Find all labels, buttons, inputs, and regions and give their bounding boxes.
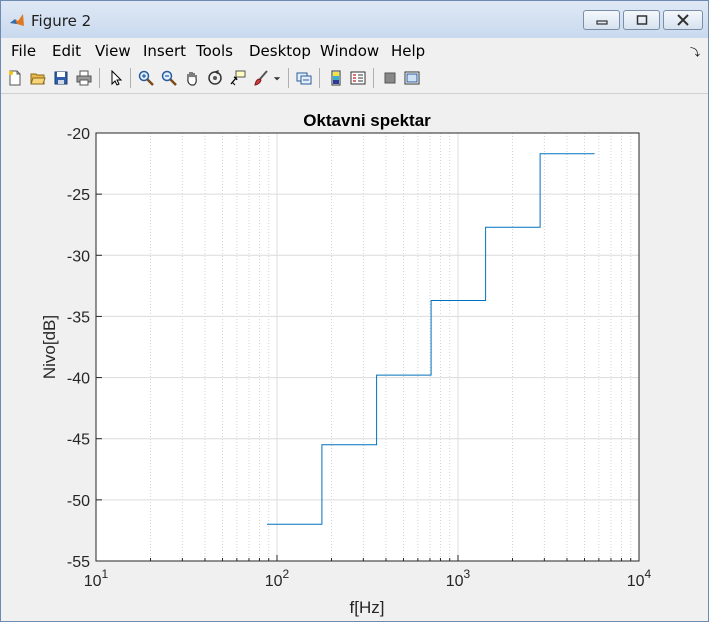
colorbar-icon[interactable] <box>327 69 345 87</box>
new-file-icon[interactable] <box>6 69 24 87</box>
menu-help[interactable]: Help <box>391 42 426 60</box>
zoom-out-icon[interactable] <box>160 69 178 87</box>
menu-file[interactable]: File <box>11 42 37 60</box>
y-tick-label: -40 <box>67 371 90 388</box>
window-title: Figure 2 <box>31 12 92 30</box>
matlab-icon <box>10 14 24 26</box>
hide-plot-tools-icon[interactable] <box>381 69 399 87</box>
print-icon[interactable] <box>75 69 93 87</box>
x-tick-label: 103 <box>446 567 471 590</box>
menu-insert[interactable]: Insert <box>143 42 187 60</box>
y-tick-label: -55 <box>67 554 90 571</box>
figure-canvas: -20 -25 -30 -35 -40 -45 -50 -55 101 102 103 104 Ok… <box>5 94 705 618</box>
y-tick-label: -20 <box>67 126 90 143</box>
brush-icon[interactable] <box>252 69 270 87</box>
series-line <box>267 153 595 525</box>
toolbar-separator <box>319 68 320 88</box>
y-tick-label: -25 <box>67 187 90 204</box>
toolbar-separator <box>373 68 374 88</box>
close-icon <box>677 14 689 26</box>
maximize-button[interactable] <box>623 10 660 30</box>
series-layer <box>267 153 595 525</box>
menu-desktop[interactable]: Desktop <box>249 42 311 60</box>
axes-box <box>95 132 640 562</box>
x-axis-label: f[Hz] <box>350 598 385 617</box>
title-bar[interactable]: Figure 2 <box>1 1 708 38</box>
maximize-icon <box>636 15 647 25</box>
legend-icon[interactable] <box>349 69 367 87</box>
x-tick-label: 102 <box>265 567 290 590</box>
show-plot-tools-icon[interactable] <box>403 69 421 87</box>
minimize-icon <box>595 20 608 25</box>
toolbar-separator <box>288 68 289 88</box>
menu-view[interactable]: View <box>95 42 131 60</box>
menu-window[interactable]: Window <box>320 42 380 60</box>
menu-tools[interactable]: Tools <box>196 42 233 60</box>
toolbar-separator <box>99 68 100 88</box>
save-icon[interactable] <box>52 69 70 87</box>
dropdown-arrow-icon[interactable] <box>272 69 282 87</box>
y-tick-label: -35 <box>67 309 90 326</box>
rotate-3d-icon[interactable] <box>206 69 224 87</box>
pointer-icon[interactable] <box>107 69 125 87</box>
y-tick-label: -50 <box>67 493 90 510</box>
plot-area[interactable] <box>95 132 640 562</box>
y-tick-labels: -20 -25 -30 -35 -40 -45 -50 -55 <box>67 126 90 571</box>
link-plot-icon[interactable] <box>295 69 313 87</box>
y-axis-label: Nivo[dB] <box>40 315 59 379</box>
menu-bar: File Edit View Insert Tools Desktop Wind… <box>1 38 708 63</box>
tick-marks <box>95 132 640 562</box>
x-tick-label: 104 <box>627 567 652 590</box>
x-tick-labels: 101 102 103 104 <box>84 567 652 590</box>
y-tick-label: -45 <box>67 432 90 449</box>
menu-dock-arrow-icon[interactable]: ⤵ <box>690 48 700 59</box>
minimize-button[interactable] <box>583 10 620 30</box>
close-button[interactable] <box>663 10 703 30</box>
chart-title: Oktavni spektar <box>303 111 431 130</box>
pan-hand-icon[interactable] <box>183 69 201 87</box>
x-tick-label: 101 <box>84 567 109 590</box>
y-tick-label: -30 <box>67 248 90 265</box>
plot-axes[interactable]: -20 -25 -30 -35 -40 -45 -50 -55 101 102 103 104 Ok… <box>5 94 705 618</box>
figure-toolbar <box>1 63 708 94</box>
data-cursor-icon[interactable] <box>229 69 247 87</box>
toolbar-separator <box>130 68 131 88</box>
open-file-icon[interactable] <box>29 69 47 87</box>
menu-edit[interactable]: Edit <box>52 42 82 60</box>
zoom-in-icon[interactable] <box>137 69 155 87</box>
